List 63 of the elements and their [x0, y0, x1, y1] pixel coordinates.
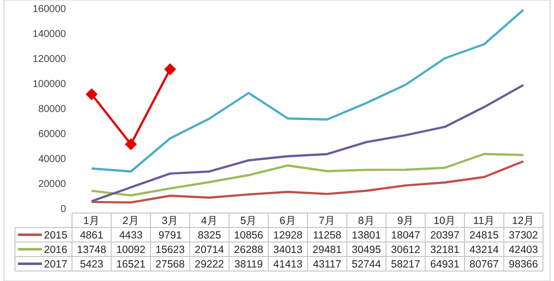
data-label: 15623	[156, 244, 185, 256]
data-label: 18047	[391, 230, 420, 242]
data-label: 30495	[352, 244, 382, 256]
data-label: 9791	[158, 230, 182, 242]
data-label: 29481	[312, 244, 342, 256]
data-label: 5423	[80, 258, 104, 270]
y-tick-label: 120000	[32, 54, 66, 65]
data-label: 52744	[352, 258, 382, 270]
y-tick-label: 160000	[32, 4, 66, 15]
x-tick-label: 12月	[512, 215, 535, 227]
y-tick-label: 140000	[32, 29, 66, 40]
x-tick-label: 3月	[162, 215, 179, 227]
data-label: 43214	[470, 244, 499, 256]
data-label: 42403	[508, 244, 538, 256]
data-label: 30612	[391, 244, 420, 256]
x-tick-label: 4月	[200, 215, 218, 227]
data-label: 29222	[194, 258, 224, 270]
data-label: 10856	[234, 230, 264, 242]
x-tick-label: 8月	[358, 215, 375, 227]
y-tick-label: 40000	[38, 154, 66, 165]
data-label: 26288	[234, 244, 264, 256]
data-label: 37302	[508, 230, 538, 242]
data-label: 41413	[273, 258, 303, 270]
x-tick-label: 5月	[240, 215, 258, 227]
x-tick-label: 1月	[83, 215, 100, 227]
data-label: 38119	[234, 258, 263, 270]
point	[86, 88, 98, 100]
data-label: 27568	[156, 258, 185, 270]
x-tick-label: 10月	[434, 215, 456, 227]
data-label: 43117	[312, 258, 342, 270]
data-label: 64931	[430, 258, 460, 270]
data-label: 4433	[119, 230, 143, 242]
y-tick-label: 0	[60, 204, 66, 215]
data-label: 20714	[194, 244, 224, 256]
y-tick-label: 80000	[38, 104, 66, 115]
y-tick-label: 100000	[32, 79, 66, 90]
data-label: 16521	[116, 258, 146, 270]
legend-label: 2015	[44, 230, 68, 242]
x-tick-label: 11月	[473, 215, 496, 227]
x-tick-label: 2月	[122, 215, 140, 227]
data-label: 11258	[312, 230, 342, 242]
data-label: 34013	[273, 244, 303, 256]
data-label: 8325	[198, 230, 222, 242]
y-tick-label: 60000	[38, 129, 66, 140]
x-tick-label: 9月	[397, 215, 414, 227]
legend-label: 2017	[44, 258, 68, 270]
data-label: 80767	[470, 258, 499, 270]
data-label: 98366	[508, 258, 538, 270]
x-tick-label: 7月	[318, 215, 336, 227]
data-label: 20397	[430, 230, 460, 242]
point	[124, 138, 137, 150]
data-label: 4861	[80, 230, 104, 242]
data-label: 12928	[273, 230, 303, 242]
data-label: 32181	[430, 244, 460, 256]
data-label: 24815	[470, 230, 499, 242]
point	[164, 63, 176, 76]
legend-label: 2016	[44, 244, 68, 256]
data-label: 13748	[77, 244, 106, 256]
data-label: 10092	[116, 244, 146, 256]
x-tick-label: 6月	[279, 215, 296, 227]
data-label: 58217	[391, 258, 420, 270]
y-tick-label: 20000	[38, 179, 66, 190]
data-label: 13801	[352, 230, 382, 242]
